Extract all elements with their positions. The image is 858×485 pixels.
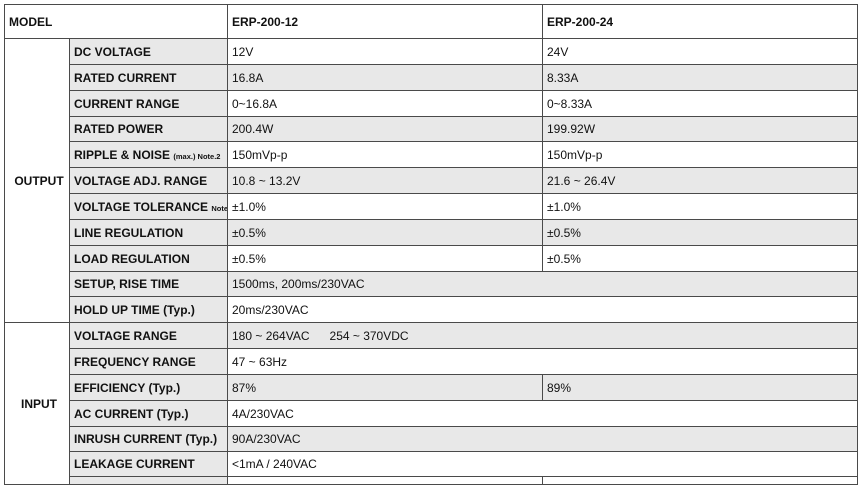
row-label: LINE REGULATION (69, 219, 228, 246)
value-model-2: 0~8.33A (542, 90, 858, 117)
output-group-label: OUTPUT (4, 38, 70, 323)
value-model-1: 12V (227, 38, 543, 65)
spec-row-hold-up-time: HOLD UP TIME (Typ.) 20ms/230VAC (5, 296, 858, 323)
row-label: RATED POWER (69, 116, 228, 142)
row-label-text: VOLTAGE TOLERANCE (74, 199, 209, 214)
value-shared: 180 ~ 264VAC 254 ~ 370VDC (227, 322, 858, 349)
header-row: MODEL ERP-200-12 ERP-200-24 (4, 4, 858, 39)
value-shared: 1500ms, 200ms/230VAC (227, 271, 858, 297)
row-label: RIPPLE & NOISE (max.) Note.2 (69, 141, 228, 168)
row-label: VOLTAGE TOLERANCE Note.3 (69, 193, 228, 220)
value-shared: 4A/230VAC (227, 400, 858, 427)
input-group-label: INPUT (4, 322, 70, 485)
row-label: SETUP, RISE TIME (69, 271, 228, 297)
value-model-2: ±0.5% (542, 245, 858, 272)
row-label: VOLTAGE RANGE (69, 322, 228, 349)
value-model-1: 200.4W (227, 116, 543, 142)
spec-row-voltage-tolerance: VOLTAGE TOLERANCE Note.3 ±1.0% ±1.0% (5, 193, 858, 220)
table-continuation-row (5, 476, 858, 485)
row-label-text: RIPPLE & NOISE (74, 147, 171, 162)
value-model-2: ±0.5% (542, 219, 858, 246)
value-shared: 90A/230VAC (227, 426, 858, 452)
row-label: INRUSH CURRENT (Typ.) (69, 426, 228, 452)
model-name-2: ERP-200-24 (542, 4, 858, 39)
row-label: FREQUENCY RANGE (69, 348, 228, 375)
row-label: RATED CURRENT (69, 64, 228, 91)
spec-row-voltage-adj-range: VOLTAGE ADJ. RANGE 10.8 ~ 13.2V 21.6 ~ 2… (5, 167, 858, 194)
row-label: HOLD UP TIME (Typ.) (69, 296, 228, 323)
row-label: VOLTAGE ADJ. RANGE (69, 167, 228, 194)
row-label: DC VOLTAGE (69, 38, 228, 65)
spec-row-load-regulation: LOAD REGULATION ±0.5% ±0.5% (5, 245, 858, 272)
continuation-cell (227, 476, 543, 485)
value-model-2: 8.33A (542, 64, 858, 91)
spec-row-rated-power: RATED POWER 200.4W 199.92W (5, 116, 858, 142)
spec-row-current-range: CURRENT RANGE 0~16.8A 0~8.33A (5, 90, 858, 117)
value-model-2: 21.6 ~ 26.4V (542, 167, 858, 194)
spec-row-dc-voltage: OUTPUT DC VOLTAGE 12V 24V (4, 38, 858, 323)
value-model-2: ±1.0% (542, 193, 858, 220)
value-model-2: 24V (542, 38, 858, 65)
spec-row-leakage-current: LEAKAGE CURRENT <1mA / 240VAC (5, 451, 858, 477)
row-label: CURRENT RANGE (69, 90, 228, 117)
value-model-1: ±0.5% (227, 219, 543, 246)
row-label: LOAD REGULATION (69, 245, 228, 272)
model-name-1: ERP-200-12 (227, 4, 543, 39)
value-model-1: ±0.5% (227, 245, 543, 272)
value-ac-range: 180 ~ 264VAC (232, 328, 310, 343)
value-model-2: 89% (542, 374, 858, 401)
spec-row-setup-rise-time: SETUP, RISE TIME 1500ms, 200ms/230VAC (5, 271, 858, 297)
continuation-cell (69, 476, 228, 485)
value-model-2: 199.92W (542, 116, 858, 142)
row-label-note: (max.) Note.2 (173, 151, 221, 161)
spec-row-line-regulation: LINE REGULATION ±0.5% ±0.5% (5, 219, 858, 246)
spec-row-ac-current: AC CURRENT (Typ.) 4A/230VAC (5, 400, 858, 427)
value-model-1: 0~16.8A (227, 90, 543, 117)
row-label: AC CURRENT (Typ.) (69, 400, 228, 427)
row-label: EFFICIENCY (Typ.) (69, 374, 228, 401)
spec-row-efficiency: EFFICIENCY (Typ.) 87% 89% (5, 374, 858, 401)
spec-row-inrush-current: INRUSH CURRENT (Typ.) 90A/230VAC (5, 426, 858, 452)
model-label: MODEL (4, 4, 228, 39)
value-shared: <1mA / 240VAC (227, 451, 858, 477)
spec-table: MODEL ERP-200-12 ERP-200-24 OUTPUT DC VO… (4, 4, 858, 485)
value-shared: 47 ~ 63Hz (227, 348, 858, 375)
value-dc-range: 254 ~ 370VDC (329, 328, 409, 343)
continuation-cell (542, 476, 858, 485)
spec-row-frequency-range: FREQUENCY RANGE 47 ~ 63Hz (5, 348, 858, 375)
spec-row-voltage-range: INPUT VOLTAGE RANGE 180 ~ 264VAC 254 ~ 37… (4, 322, 858, 485)
value-model-1: 87% (227, 374, 543, 401)
value-shared: 20ms/230VAC (227, 296, 858, 323)
value-model-1: 16.8A (227, 64, 543, 91)
spec-row-ripple-noise: RIPPLE & NOISE (max.) Note.2 150mVp-p 15… (5, 141, 858, 168)
value-model-2: 150mVp-p (542, 141, 858, 168)
value-model-1: 150mVp-p (227, 141, 543, 168)
row-label-note: Note.3 (211, 203, 226, 213)
value-model-1: ±1.0% (227, 193, 543, 220)
spec-row-rated-current: RATED CURRENT 16.8A 8.33A (5, 64, 858, 91)
value-model-1: 10.8 ~ 13.2V (227, 167, 543, 194)
row-label: LEAKAGE CURRENT (69, 451, 228, 477)
